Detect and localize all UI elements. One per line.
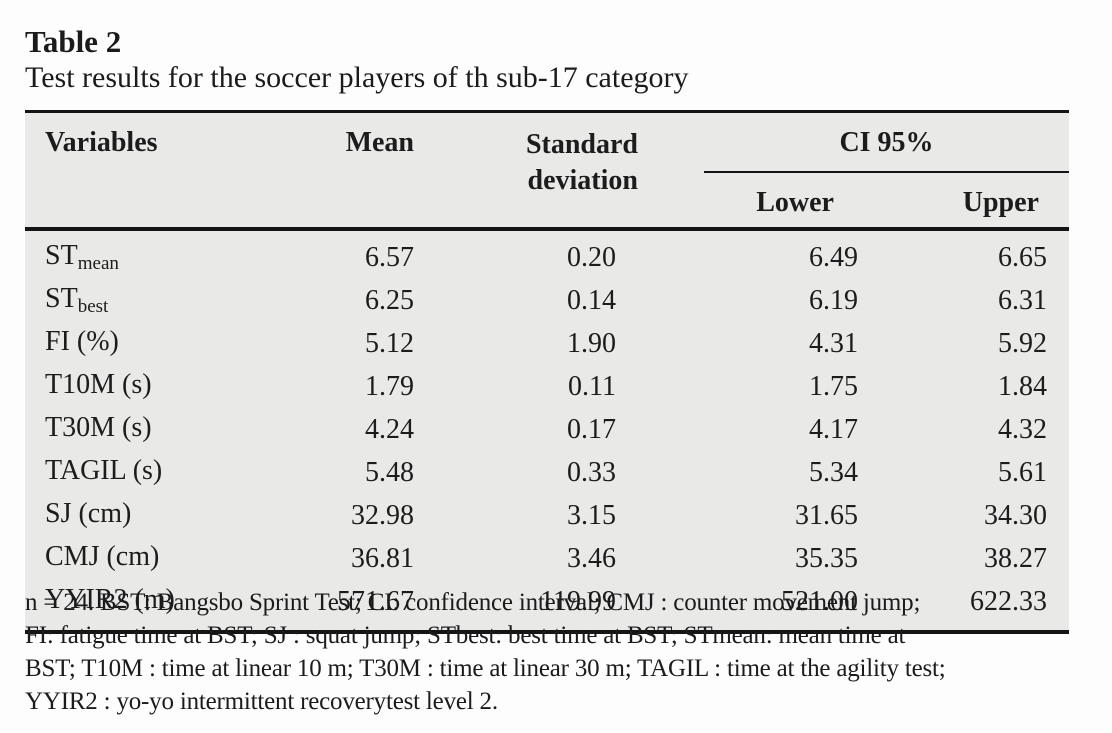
column-header-standard-deviation: Standard deviation <box>430 113 640 231</box>
cell-mean: 32.98 <box>351 499 414 531</box>
cell-upper: 38.27 <box>984 542 1047 574</box>
table-title: Test results for the soccer players of t… <box>25 61 689 94</box>
cell-upper: 1.84 <box>998 370 1047 402</box>
cell-upper: 622.33 <box>970 585 1047 617</box>
cell-upper: 5.61 <box>998 456 1047 488</box>
table-row: CMJ (cm) 36.81 3.46 35.35 38.27 <box>25 537 1069 580</box>
cell-mean: 6.57 <box>365 241 414 273</box>
cell-sd: 0.33 <box>567 456 616 488</box>
column-header-upper: Upper <box>870 173 1069 231</box>
cell-mean: 5.12 <box>365 327 414 359</box>
row-label: TAGIL (s) <box>45 455 163 486</box>
results-table-container: Variables Mean Standard deviation CI 95%… <box>25 110 1069 634</box>
cell-mean: 36.81 <box>351 542 414 574</box>
cell-mean: 6.25 <box>365 284 414 316</box>
cell-lower: 31.65 <box>795 499 858 531</box>
cell-mean: 1.79 <box>365 370 414 402</box>
header-row-2: Lower Upper <box>25 173 1069 231</box>
column-header-mean: Mean <box>310 113 430 231</box>
cell-upper: 6.65 <box>998 241 1047 273</box>
footnote-line: FI: fatigue time at BST; SJ : squat jump… <box>25 622 906 649</box>
row-label: T30M (s) <box>45 412 152 443</box>
cell-sd: 0.14 <box>567 284 616 316</box>
cell-upper: 5.92 <box>998 327 1047 359</box>
row-label-subscript: mean <box>77 253 119 275</box>
header-row-1: Variables Mean Standard deviation CI 95% <box>25 113 1069 231</box>
ci95-label: CI 95% <box>704 113 1069 173</box>
cell-sd: 1.90 <box>567 327 616 359</box>
row-label: CMJ (cm) <box>45 541 160 572</box>
row-label: T10M (s) <box>45 369 152 400</box>
cell-lower: 35.35 <box>795 542 858 574</box>
cell-lower: 6.49 <box>809 241 858 273</box>
cell-sd: 0.11 <box>568 370 616 402</box>
row-label: FI (%) <box>45 326 119 357</box>
table-row: STbest 6.25 0.14 6.19 6.31 <box>25 279 1069 322</box>
table-row: T10M (s) 1.79 0.11 1.75 1.84 <box>25 365 1069 408</box>
row-label: SJ (cm) <box>45 498 132 529</box>
cell-lower: 6.19 <box>809 284 858 316</box>
footnote-line: BST; T10M : time at linear 10 m; T30M : … <box>25 655 946 682</box>
row-label-subscript: best <box>77 296 109 318</box>
cell-lower: 1.75 <box>809 370 858 402</box>
cell-upper: 6.31 <box>998 284 1047 316</box>
row-label: YYIR2 (m) <box>45 584 175 615</box>
cell-mean: 5.48 <box>365 456 414 488</box>
row-label: STbest <box>45 283 109 318</box>
cell-upper: 34.30 <box>984 499 1047 531</box>
table-row: STmean 6.57 0.20 6.49 6.65 <box>25 229 1069 279</box>
footnote-line: YYIR2 : yo-yo intermittent recoverytest … <box>25 688 498 715</box>
cell-sd: 3.15 <box>567 499 616 531</box>
row-label: STmean <box>45 240 119 275</box>
cell-lower: 5.34 <box>809 456 858 488</box>
table-row: SJ (cm) 32.98 3.15 31.65 34.30 <box>25 494 1069 537</box>
cell-lower: 4.31 <box>809 327 858 359</box>
table-row: TAGIL (s) 5.48 0.33 5.34 5.61 <box>25 451 1069 494</box>
table-row: T30M (s) 4.24 0.17 4.17 4.32 <box>25 408 1069 451</box>
cell-sd: 3.46 <box>567 542 616 574</box>
table-row: FI (%) 5.12 1.90 4.31 5.92 <box>25 322 1069 365</box>
cell-sd: 0.20 <box>567 241 616 273</box>
column-header-lower: Lower <box>640 173 870 231</box>
cell-sd: 119.99 <box>540 585 616 617</box>
table-number: Table 2 <box>25 24 122 59</box>
column-group-header-ci95: CI 95% <box>640 113 1069 173</box>
footnote-line: n = 24. BST: Bangsbo Sprint Test; CI: co… <box>25 589 921 616</box>
table-footnote: n = 24. BST: Bangsbo Sprint Test; CI: co… <box>25 586 1107 718</box>
column-header-variables: Variables <box>25 113 310 231</box>
cell-lower: 4.17 <box>809 413 858 445</box>
cell-lower: 521.00 <box>781 585 858 617</box>
results-table: Variables Mean Standard deviation CI 95%… <box>25 113 1069 630</box>
cell-mean: 4.24 <box>365 413 414 445</box>
cell-mean: 571.67 <box>337 585 414 617</box>
cell-sd: 0.17 <box>567 413 616 445</box>
table-row: YYIR2 (m) 571.67 119.99 521.00 622.33 <box>25 580 1069 630</box>
cell-upper: 4.32 <box>998 413 1047 445</box>
table-caption: Table 2 Test results for the soccer play… <box>25 24 1075 96</box>
